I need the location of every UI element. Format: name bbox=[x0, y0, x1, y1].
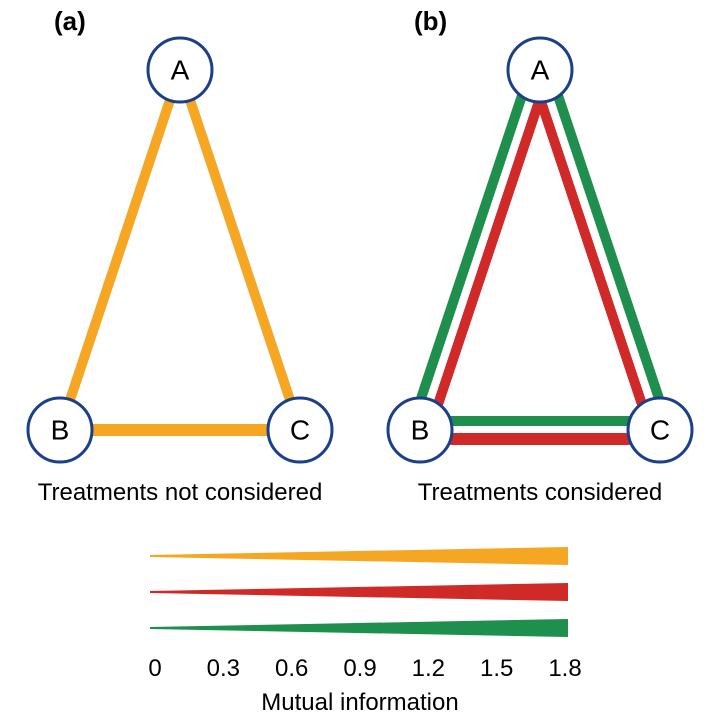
panel-label-a: (a) bbox=[54, 6, 86, 36]
figure-canvas: (a) A B C Treatments not considered (b) A B C Tre… bbox=[0, 0, 720, 720]
legend-tick-0: 0 bbox=[148, 655, 161, 682]
node-label-b-C: C bbox=[650, 415, 670, 446]
node-label-b-A: A bbox=[531, 55, 550, 86]
legend-tick-3: 0.9 bbox=[343, 655, 376, 682]
legend-tick-1: 0.3 bbox=[207, 655, 240, 682]
node-label-b-B: B bbox=[411, 415, 430, 446]
legend-tick-6: 1.8 bbox=[548, 655, 581, 682]
background bbox=[0, 0, 720, 720]
node-label-a-C: C bbox=[290, 415, 310, 446]
panel-caption-a: Treatments not considered bbox=[38, 479, 323, 506]
panel-label-b: (b) bbox=[414, 6, 447, 36]
legend-tick-2: 0.6 bbox=[275, 655, 308, 682]
panel-caption-b: Treatments considered bbox=[418, 479, 663, 506]
legend-tick-4: 1.2 bbox=[412, 655, 445, 682]
node-label-a-B: B bbox=[51, 415, 70, 446]
node-label-a-A: A bbox=[171, 55, 190, 86]
legend-title: Mutual information bbox=[261, 689, 458, 716]
legend-tick-5: 1.5 bbox=[480, 655, 513, 682]
